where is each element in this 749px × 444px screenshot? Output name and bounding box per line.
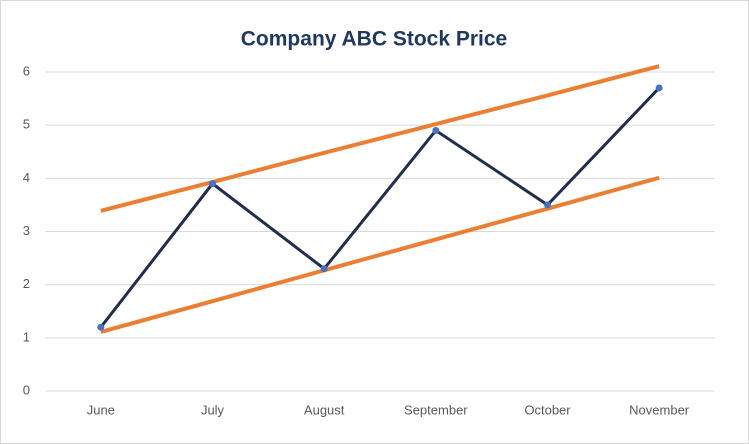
y-tick-label: 5 [23,117,30,132]
x-tick-label: June [87,402,115,417]
data-point [320,265,328,273]
x-tick-label: September [404,402,468,417]
y-tick-label: 1 [23,329,30,344]
x-tick-label: November [629,402,690,417]
y-tick-label: 0 [23,382,30,397]
chart-title: Company ABC Stock Price [241,28,507,51]
x-tick-label: October [524,402,571,417]
y-tick-label: 4 [23,170,30,185]
x-tick-label: July [201,402,225,417]
data-point [432,126,440,134]
series-line [99,86,661,329]
series-line [100,64,660,213]
y-tick-label: 3 [23,223,30,238]
data-point [655,84,663,92]
data-point [544,201,551,209]
data-point [209,180,216,188]
x-tick-label: August [304,402,345,417]
y-tick-label: 2 [23,276,30,291]
series-line [100,175,660,334]
y-tick-label: 6 [23,63,30,78]
data-point [97,323,105,331]
